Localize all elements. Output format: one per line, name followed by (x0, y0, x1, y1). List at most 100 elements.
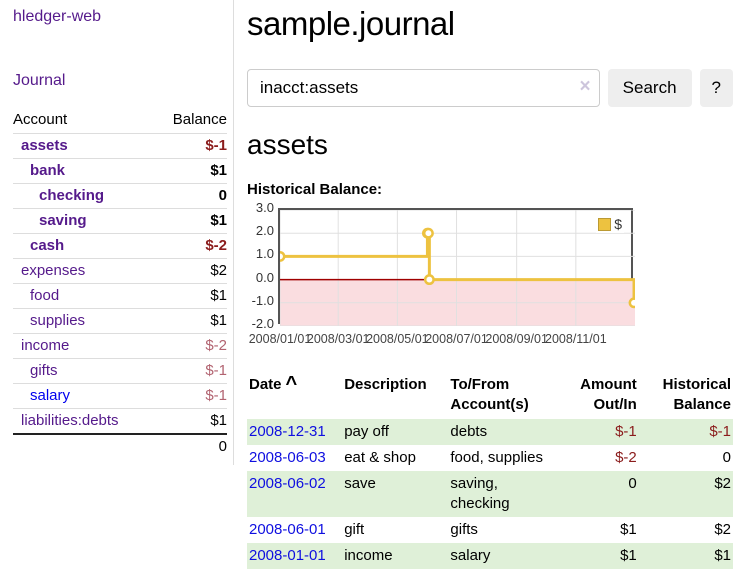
register-date-link[interactable]: 2008-06-02 (249, 475, 326, 492)
register-header-row: Date ^ Description To/From Account(s) Amo… (247, 372, 733, 419)
x-axis-tick: 2008/07/01 (425, 332, 488, 346)
register-amount: 0 (628, 475, 637, 492)
register-header-balance: Historical Balance (662, 376, 731, 413)
account-link-salary[interactable]: salary (30, 387, 71, 404)
account-balance: $2 (210, 262, 227, 279)
x-axis-tick: 2008/09/01 (485, 332, 548, 346)
account-row: liabilities:debts $1 (13, 409, 227, 434)
register-balance: $2 (714, 475, 731, 492)
y-axis-tick: 2.0 (255, 223, 274, 239)
x-axis-tick: 2008/05/01 (366, 332, 429, 346)
account-balance: $1 (210, 162, 227, 179)
search-input[interactable] (247, 69, 600, 107)
account-row: salary $-1 (13, 384, 227, 409)
register-description: income (344, 547, 393, 564)
account-link-gifts[interactable]: gifts (30, 362, 58, 379)
help-button[interactable]: ? (699, 69, 733, 107)
register-row[interactable]: 2008-12-31 pay off debts $-1 $-1 (247, 419, 733, 445)
register-description: gift (344, 521, 365, 538)
register-balance: 0 (722, 449, 731, 466)
register-amount: $1 (620, 547, 637, 564)
sidebar: hledger-web Journal Account Balance asse… (0, 0, 234, 465)
account-balance: 0 (218, 187, 227, 204)
account-row: assets $-1 (13, 134, 227, 159)
account-link-liabilities-debts[interactable]: liabilities:debts (21, 412, 119, 429)
register-description: save (344, 475, 376, 492)
register-description: pay off (344, 423, 389, 440)
register-header-date[interactable]: Date ^ (247, 372, 342, 419)
chart-title: Historical Balance: (247, 181, 383, 198)
account-balance: $-1 (205, 362, 227, 379)
account-link-food[interactable]: food (30, 287, 60, 304)
date-header-label: Date (249, 376, 282, 393)
register-table: Date ^ Description To/From Account(s) Amo… (247, 372, 733, 569)
accounts-total: 0 (154, 433, 227, 459)
account-row: saving $1 (13, 209, 227, 234)
account-link-checking[interactable]: checking (39, 187, 105, 204)
register-date-link[interactable]: 2008-06-03 (249, 449, 326, 466)
register-description: eat & shop (344, 449, 416, 466)
app-title-link[interactable]: hledger-web (13, 8, 102, 25)
account-page-title: assets (247, 129, 328, 160)
register-date-link[interactable]: 2008-01-01 (249, 547, 326, 564)
register-amount: $1 (620, 521, 637, 538)
sort-ascending-icon: ^ (285, 373, 298, 395)
register-date-link[interactable]: 2008-12-31 (249, 423, 326, 440)
account-link-saving[interactable]: saving (39, 212, 87, 229)
account-link-bank[interactable]: bank (30, 162, 66, 179)
register-accounts: debts (450, 423, 488, 440)
x-axis-tick: 2008/03/01 (306, 332, 370, 346)
chart-plot-area: $ (278, 208, 635, 326)
sidebar-item-journal[interactable]: Journal (13, 72, 66, 89)
legend-label: $ (614, 216, 622, 232)
register-accounts: saving, checking (450, 475, 510, 512)
account-balance: $1 (210, 212, 227, 229)
accounts-table-header: Account Balance (13, 107, 227, 134)
register-accounts: gifts (450, 521, 478, 538)
account-row: cash $-2 (13, 234, 227, 259)
account-balance: $1 (210, 287, 227, 304)
account-row: food $1 (13, 284, 227, 309)
account-link-assets[interactable]: assets (21, 137, 68, 154)
register-row[interactable]: 2008-01-01 income salary $1 $1 (247, 543, 733, 569)
account-row: checking 0 (13, 184, 227, 209)
account-link-supplies[interactable]: supplies (30, 312, 86, 329)
account-link-cash[interactable]: cash (30, 237, 65, 254)
account-balance: $-2 (205, 237, 227, 254)
register-date-link[interactable]: 2008-06-01 (249, 521, 326, 538)
register-row[interactable]: 2008-06-01 gift gifts $1 $2 (247, 517, 733, 543)
accounts-header-balance: Balance (172, 111, 227, 128)
accounts-table: Account Balance assets $-1 bank $1 check… (13, 107, 227, 459)
register-amount: $-2 (615, 449, 637, 466)
accounts-header-account: Account (13, 111, 68, 128)
account-row: bank $1 (13, 159, 227, 184)
account-row: supplies $1 (13, 309, 227, 334)
register-header-description: Description (344, 376, 427, 393)
account-row: income $-2 (13, 334, 227, 359)
search-button[interactable]: Search (607, 69, 692, 107)
register-amount: $-1 (615, 423, 637, 440)
account-balance: $-1 (205, 137, 227, 154)
account-link-expenses[interactable]: expenses (21, 262, 86, 279)
register-accounts: salary (450, 547, 491, 564)
clear-search-icon[interactable]: × (579, 76, 591, 97)
register-accounts: food, supplies (450, 449, 543, 466)
legend-swatch-icon (598, 217, 612, 231)
account-balance: $-2 (205, 337, 227, 354)
register-balance: $1 (714, 547, 731, 564)
register-balance: $-1 (709, 423, 731, 440)
y-axis-tick: -1.0 (251, 292, 274, 308)
register-balance: $2 (714, 521, 731, 538)
x-axis-tick: 2008/01/01 (248, 332, 312, 346)
y-axis-tick: -2.0 (251, 316, 274, 331)
y-axis-tick: 1.0 (255, 246, 274, 262)
account-link-income[interactable]: income (21, 337, 70, 354)
page-title: sample.journal (247, 5, 455, 42)
app-window: hledger-web Journal Account Balance asse… (0, 0, 733, 569)
register-row[interactable]: 2008-06-02 save saving, checking 0 $2 (247, 471, 733, 517)
account-row: expenses $2 (13, 259, 227, 284)
account-row: gifts $-1 (13, 359, 227, 384)
y-axis-tick: 3.0 (255, 200, 274, 215)
register-row[interactable]: 2008-06-03 eat & shop food, supplies $-2… (247, 445, 733, 471)
accounts-total-row: 0 (13, 433, 227, 459)
